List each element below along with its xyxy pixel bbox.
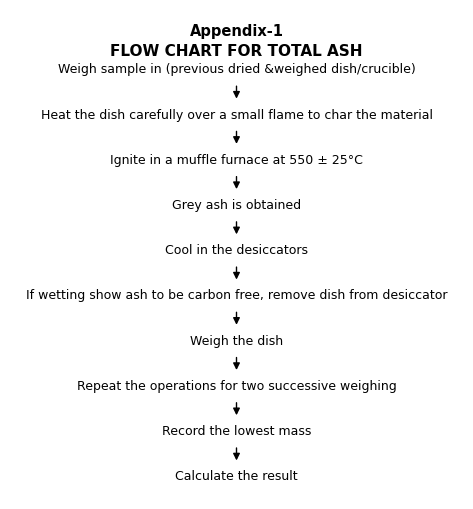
Text: Weigh the dish: Weigh the dish (190, 334, 283, 348)
Text: FLOW CHART FOR TOTAL ASH: FLOW CHART FOR TOTAL ASH (110, 44, 363, 60)
Text: Appendix-1: Appendix-1 (190, 24, 283, 39)
Text: Repeat the operations for two successive weighing: Repeat the operations for two successive… (77, 380, 396, 393)
Text: Cool in the desiccators: Cool in the desiccators (165, 244, 308, 257)
Text: Calculate the result: Calculate the result (175, 470, 298, 484)
Text: Ignite in a muffle furnace at 550 ± 25°C: Ignite in a muffle furnace at 550 ± 25°C (110, 154, 363, 167)
Text: If wetting show ash to be carbon free, remove dish from desiccator: If wetting show ash to be carbon free, r… (26, 290, 447, 302)
Text: Weigh sample in (previous dried &weighed dish/crucible): Weigh sample in (previous dried &weighed… (58, 63, 415, 76)
Text: Grey ash is obtained: Grey ash is obtained (172, 199, 301, 212)
Text: Heat the dish carefully over a small flame to char the material: Heat the dish carefully over a small fla… (41, 108, 432, 122)
Text: Record the lowest mass: Record the lowest mass (162, 425, 311, 438)
